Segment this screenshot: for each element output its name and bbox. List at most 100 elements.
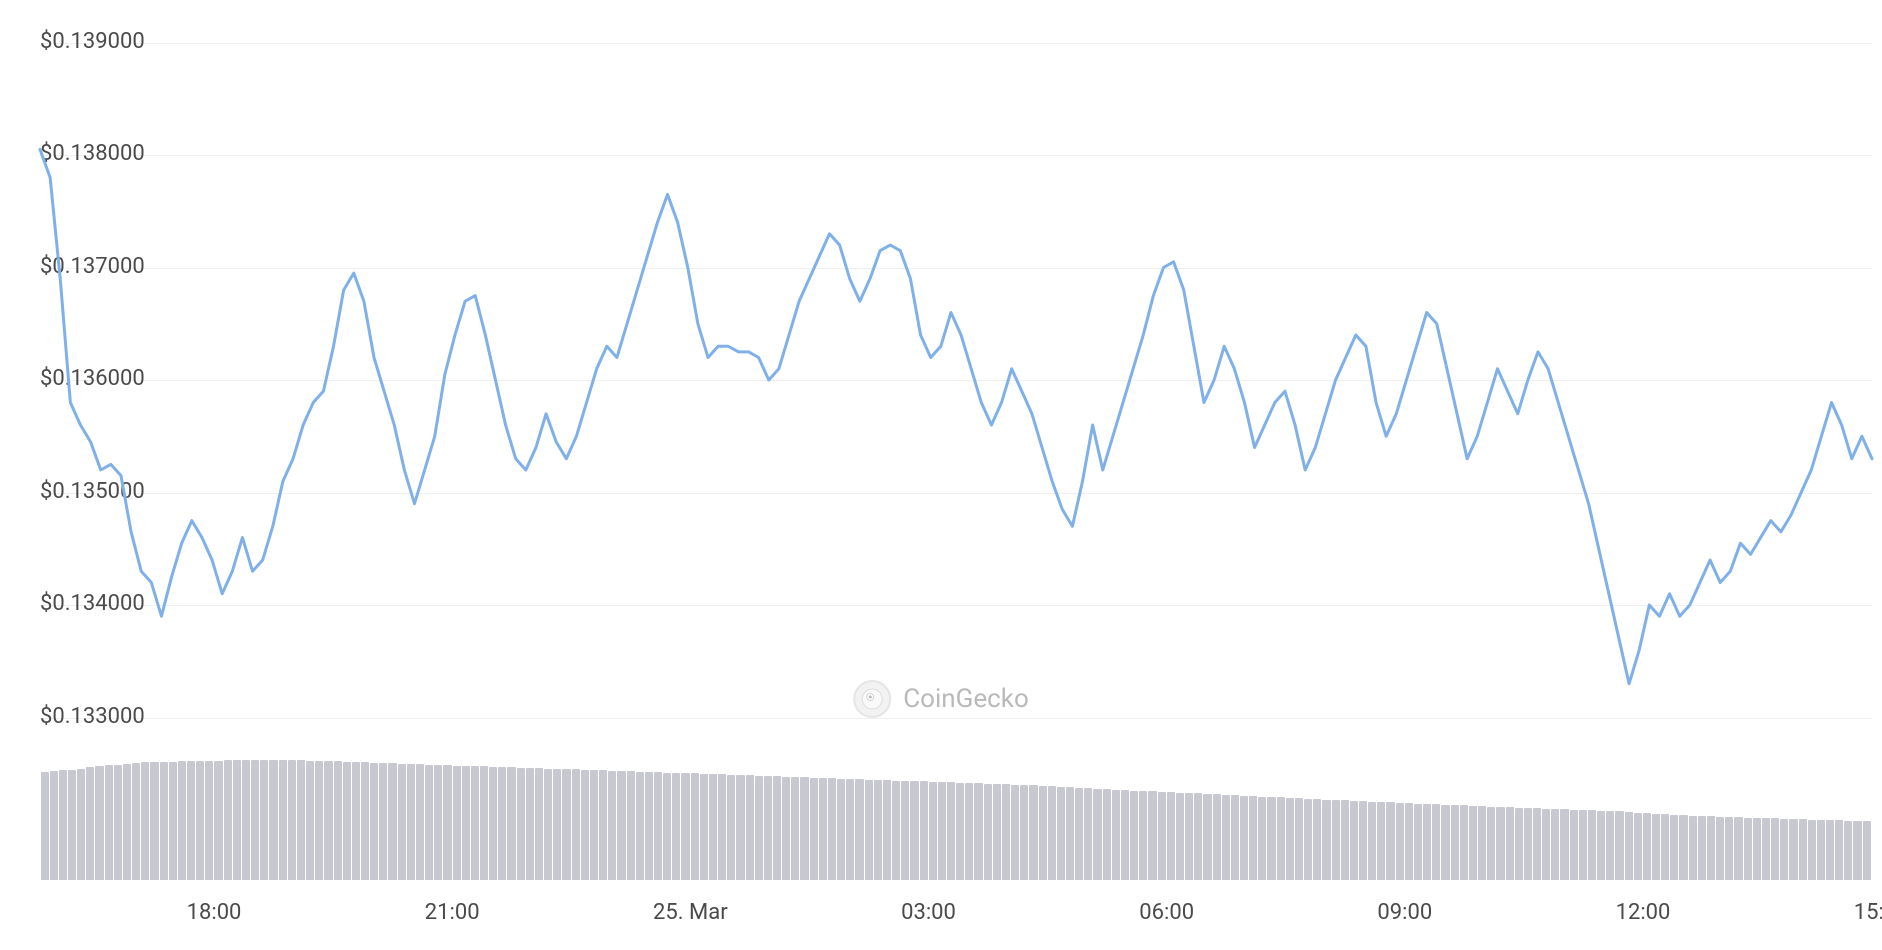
volume-bar: [590, 770, 598, 880]
volume-bar: [1350, 801, 1358, 880]
volume-bar: [1084, 788, 1092, 880]
volume-bar: [1093, 789, 1101, 880]
volume-bar: [1112, 790, 1120, 880]
volume-bar: [1789, 819, 1797, 880]
volume-bar: [544, 769, 552, 880]
volume-bar: [617, 771, 625, 880]
volume-bar: [196, 761, 204, 880]
volume-bar: [535, 768, 543, 880]
volume-bar: [59, 770, 67, 880]
volume-bar: [1332, 800, 1340, 880]
volume-bar: [489, 767, 497, 880]
volume-bar: [1213, 794, 1221, 880]
volume-bar: [782, 777, 790, 880]
x-axis-label: 12:00: [1616, 900, 1671, 925]
volume-bar: [1295, 798, 1303, 880]
volume-bar: [1185, 793, 1193, 880]
plot-area[interactable]: [40, 20, 1872, 740]
volume-bar: [736, 775, 744, 880]
volume-bar: [150, 762, 158, 880]
volume-bar: [1277, 797, 1285, 880]
volume-bar: [929, 782, 937, 880]
volume-bar: [1679, 815, 1687, 880]
volume-bar: [1377, 802, 1385, 880]
volume-bar: [1130, 791, 1138, 880]
volume-bar: [1286, 798, 1294, 880]
volume-bar: [956, 783, 964, 880]
volume-bar: [883, 780, 891, 880]
volume-bar: [1533, 808, 1541, 880]
volume-bar: [1432, 804, 1440, 880]
volume-bar: [764, 776, 772, 880]
x-axis-label: 18:00: [187, 900, 242, 925]
volume-bar: [443, 765, 451, 880]
volume-bar: [434, 765, 442, 880]
volume-bar: [1698, 816, 1706, 880]
volume-bars[interactable]: [40, 760, 1872, 880]
volume-bar: [581, 770, 589, 880]
volume-bar: [132, 763, 140, 880]
volume-bar: [608, 771, 616, 880]
volume-bar: [1057, 787, 1065, 880]
price-line-svg: [40, 20, 1872, 740]
volume-bar: [1359, 801, 1367, 880]
volume-bar: [1762, 818, 1770, 880]
volume-bar: [224, 760, 232, 880]
volume-bar: [1341, 800, 1349, 880]
volume-bar: [187, 761, 195, 880]
volume-bar: [892, 781, 900, 880]
volume-bar: [746, 775, 754, 880]
volume-bar: [1368, 802, 1376, 880]
volume-bar: [315, 761, 323, 880]
volume-bar: [709, 774, 717, 880]
volume-bar: [324, 761, 332, 880]
volume-bar: [1542, 809, 1550, 880]
volume-bar: [1670, 815, 1678, 880]
volume-bar: [1634, 813, 1642, 880]
volume-bar: [1799, 819, 1807, 880]
volume-bar: [1304, 799, 1312, 880]
volume-bar: [1011, 785, 1019, 881]
volume-bar: [334, 761, 342, 880]
volume-bar: [407, 764, 415, 880]
volume-bar: [41, 772, 49, 880]
volume-bar: [947, 782, 955, 880]
volume-bar: [1039, 786, 1047, 880]
volume-bar: [1506, 807, 1514, 880]
volume-bar: [755, 776, 763, 880]
volume-bar: [1313, 799, 1321, 880]
volume-bar: [874, 780, 882, 880]
volume-bar: [480, 766, 488, 880]
volume-bar: [361, 762, 369, 880]
volume-bar: [68, 770, 76, 880]
volume-bar: [1423, 804, 1431, 880]
volume-bar: [507, 767, 515, 880]
volume-bar: [178, 761, 186, 880]
volume-bar: [1560, 809, 1568, 880]
volume-bar: [1478, 806, 1486, 880]
volume-bar: [1148, 791, 1156, 880]
volume-bar: [1817, 820, 1825, 880]
volume-bar: [214, 761, 222, 880]
volume-bar: [1643, 813, 1651, 880]
volume-bar: [498, 767, 506, 880]
volume-bar: [50, 771, 58, 880]
volume-bar: [1661, 814, 1669, 880]
volume-bar: [791, 777, 799, 880]
volume-bar: [288, 760, 296, 880]
volume-bar: [1222, 795, 1230, 880]
x-axis-label: 21:00: [425, 900, 480, 925]
volume-bar: [1121, 790, 1129, 880]
volume-bar: [1625, 812, 1633, 880]
volume-bar: [1771, 818, 1779, 880]
volume-bar: [1396, 803, 1404, 880]
volume-bar: [1496, 807, 1504, 880]
volume-bar: [855, 779, 863, 880]
volume-bar: [1386, 802, 1394, 880]
volume-bar: [1267, 797, 1275, 880]
volume-bar: [1707, 816, 1715, 880]
volume-bar: [1588, 810, 1596, 880]
volume-bar: [260, 760, 268, 880]
volume-bar: [1826, 820, 1834, 880]
x-axis-label: 03:00: [901, 900, 956, 925]
